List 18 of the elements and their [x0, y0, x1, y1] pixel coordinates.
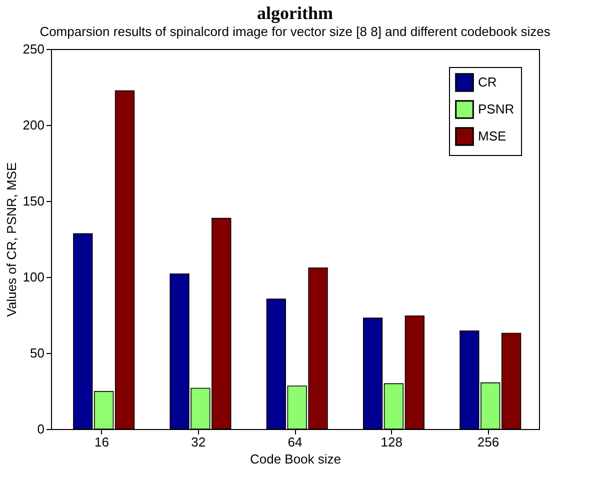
legend-label: PSNR — [478, 102, 514, 116]
x-tick-label: 16 — [94, 434, 109, 450]
x-tick-label: 256 — [477, 434, 500, 450]
y-tick-label: 100 — [22, 270, 44, 284]
y-tick-label: 150 — [22, 194, 44, 208]
legend-label: CR — [478, 74, 497, 90]
chart-title: algorithm — [257, 3, 333, 23]
x-tick-label: 128 — [380, 434, 402, 450]
y-tick-label: 0 — [37, 422, 44, 436]
x-tick-label: 64 — [288, 434, 302, 450]
y-tick-label: 200 — [22, 118, 44, 132]
y-axis-title: Values of CR, PSNR, MSE — [4, 162, 19, 317]
y-tick-label: 250 — [22, 42, 44, 56]
y-tick-label: 50 — [30, 346, 44, 360]
x-axis-title: Code Book size — [250, 452, 342, 466]
chart-subtitle: Comparsion results of spinalcord image for vector size [8 8] and different codebook sizes — [40, 24, 551, 39]
legend-label: MSE — [478, 128, 506, 144]
x-tick-label: 32 — [191, 434, 206, 450]
